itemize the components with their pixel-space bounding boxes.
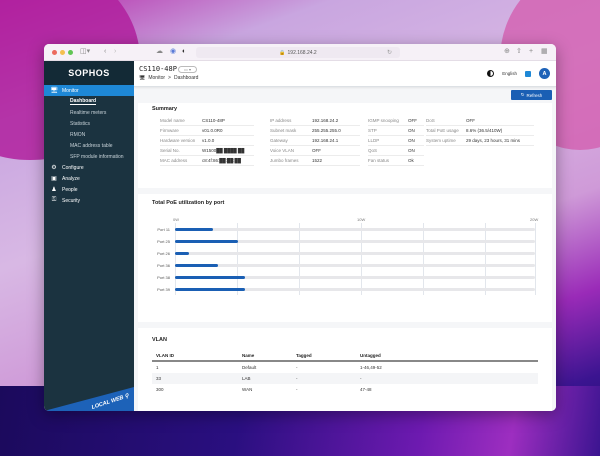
lock-icon: 🔒 xyxy=(279,49,286,56)
minimize-window-button[interactable] xyxy=(60,49,65,55)
avatar[interactable]: A xyxy=(539,68,550,79)
poe-bar[interactable] xyxy=(175,240,238,243)
sidebar-subitem-sfp-module-information[interactable]: SFP module information xyxy=(70,153,124,160)
share-icon[interactable]: ⇧ xyxy=(516,48,522,55)
close-window-button[interactable] xyxy=(52,49,57,55)
poe-bar-track xyxy=(175,264,535,267)
poe-bar-track xyxy=(175,276,535,279)
theme-toggle-icon[interactable] xyxy=(487,70,495,77)
breadcrumb: 🖥 Monitor > Dashboard xyxy=(139,75,198,81)
table-row[interactable]: 33 LAB - - xyxy=(152,373,538,384)
poe-bar-track xyxy=(175,252,535,255)
download-icon[interactable]: ⊕ xyxy=(504,48,510,55)
poe-chart-title: Total PoE utilization by port xyxy=(152,200,225,206)
browser-window: ◫▾ ‹ › ☁ ◉ ◐ 🔒 192.168.24.2 ↻ ⊕ ⇧ + ▦ SO… xyxy=(44,44,556,411)
sidebar-item-monitor[interactable]: 🖥 Monitor xyxy=(44,85,134,96)
refresh-button[interactable]: ↻ Refresh xyxy=(511,90,552,100)
vlan-table: VLAN ID Name Tagged Untagged 1 Default -… xyxy=(152,351,538,395)
key-icon: ⚿ xyxy=(51,197,57,203)
sidebar-item-configure[interactable]: ⚙ Configure xyxy=(44,162,134,173)
vlan-card: VLAN VLAN ID Name Tagged Untagged 1 Defa… xyxy=(138,328,552,411)
poe-bar[interactable] xyxy=(175,228,213,231)
sidebar-subitem-realtime-meters[interactable]: Realtime meters xyxy=(70,109,107,116)
sophos-logo: SOPHOS xyxy=(44,61,134,85)
table-header: VLAN ID Name Tagged Untagged xyxy=(152,351,538,362)
people-icon: ♟ xyxy=(51,187,57,193)
poe-bar[interactable] xyxy=(175,264,219,267)
poe-bar[interactable] xyxy=(175,288,246,291)
extension-icon[interactable]: ◉ xyxy=(170,48,177,55)
notification-icon[interactable] xyxy=(525,70,531,77)
x-tick-0w: 0W xyxy=(173,217,179,222)
gear-icon: ⚙ xyxy=(51,165,57,171)
summary-column-3: IGMP snooping OFF STP ON LLDP ON QoS ON Fan … xyxy=(368,116,424,166)
cloud-icon[interactable]: ☁ xyxy=(156,48,163,55)
language-selector[interactable]: English xyxy=(502,71,517,76)
browser-toolbar: ◫▾ ‹ › ☁ ◉ ◐ 🔒 192.168.24.2 ↻ ⊕ ⇧ + ▦ xyxy=(44,44,556,61)
monitor-icon: 🖥 xyxy=(139,75,146,81)
sidebar-item-people[interactable]: ♟ People xyxy=(44,184,134,195)
poe-port-label: Port 38 xyxy=(157,275,170,280)
sidebar-subitem-mac-address-table[interactable]: MAC address table xyxy=(70,142,113,149)
tab-overview-icon[interactable]: ▦ xyxy=(541,48,548,55)
summary-title: Summary xyxy=(152,106,178,112)
device-title: CS110-48P xyxy=(139,65,177,73)
monitor-icon: 🖥 xyxy=(50,88,58,94)
address-bar[interactable]: 🔒 192.168.24.2 ↻ xyxy=(196,47,400,58)
table-row[interactable]: 1 Default - 1-46,49-52 xyxy=(156,365,382,370)
device-selector[interactable]: ▭ ▾ xyxy=(178,66,197,73)
sidebar-subitem-statistics[interactable]: Statistics xyxy=(70,120,91,127)
zoom-window-button[interactable] xyxy=(68,49,73,55)
x-tick-20w: 20W xyxy=(530,217,539,222)
poe-port-label: Port 11 xyxy=(157,227,170,232)
poe-chart-card: Total PoE utilization by port 0W 10W 20W… xyxy=(138,194,552,322)
sidebar-item-security[interactable]: ⚿ Security xyxy=(44,195,134,206)
forward-icon[interactable]: › xyxy=(114,48,117,55)
breadcrumb-monitor[interactable]: Monitor xyxy=(148,75,166,81)
breadcrumb-separator: > xyxy=(168,75,171,81)
poe-port-label: Port 25 xyxy=(157,239,170,244)
sidebar-subitem-dashboard[interactable]: Dashboard xyxy=(70,98,97,105)
url-text: 192.168.24.2 xyxy=(287,49,317,56)
refresh-icon: ↻ xyxy=(520,92,525,97)
sidebar-subitem-rmon[interactable]: RMON xyxy=(70,131,86,138)
sidebar: SOPHOS 🖥 Monitor Dashboard Realtime mete… xyxy=(44,61,134,411)
contrast-extension-icon[interactable]: ◐ xyxy=(182,48,187,55)
page-header: CS110-48P ▭ ▾ 🖥 Monitor > Dashboard Engl… xyxy=(134,61,556,87)
poe-bar[interactable] xyxy=(175,252,190,255)
analyze-icon: ▣ xyxy=(51,176,57,182)
vlan-title: VLAN xyxy=(152,337,167,343)
reload-icon[interactable]: ↻ xyxy=(386,50,392,56)
x-tick-10w: 10W xyxy=(357,217,366,222)
table-row[interactable]: 300 WAN - 47-48 xyxy=(156,387,372,392)
poe-bar-track xyxy=(175,228,535,231)
poe-port-label: Port 36 xyxy=(157,263,170,268)
poe-bar[interactable] xyxy=(175,276,246,279)
local-web-badge: LOCAL WEB ⚲ xyxy=(44,387,134,411)
new-tab-icon[interactable]: + xyxy=(529,48,534,55)
summary-column-2: IP address 192.168.24.2 Subnet mask 255.25… xyxy=(270,116,360,166)
poe-bar-track xyxy=(175,288,535,291)
poe-bar-track xyxy=(175,240,535,243)
poe-port-label: Port 39 xyxy=(157,287,170,292)
breadcrumb-dashboard: Dashboard xyxy=(173,75,199,81)
poe-port-label: Port 26 xyxy=(157,251,170,256)
back-icon[interactable]: ‹ xyxy=(104,48,107,55)
main-content: CS110-48P ▭ ▾ 🖥 Monitor > Dashboard Engl… xyxy=(134,61,556,411)
sidebar-item-analyze[interactable]: ▣ Analyze xyxy=(44,173,134,184)
summary-card: Summary Model name CS110-48P Firmware v01.… xyxy=(138,103,552,188)
summary-column-4: DoS OFF Total PoE usage 8.6% (36.5/410W) S… xyxy=(426,116,534,146)
summary-column-1: Model name CS110-48P Firmware v01.0.0R0 Ha… xyxy=(160,116,254,166)
sidebar-toggle-icon[interactable]: ◫▾ xyxy=(80,48,91,55)
